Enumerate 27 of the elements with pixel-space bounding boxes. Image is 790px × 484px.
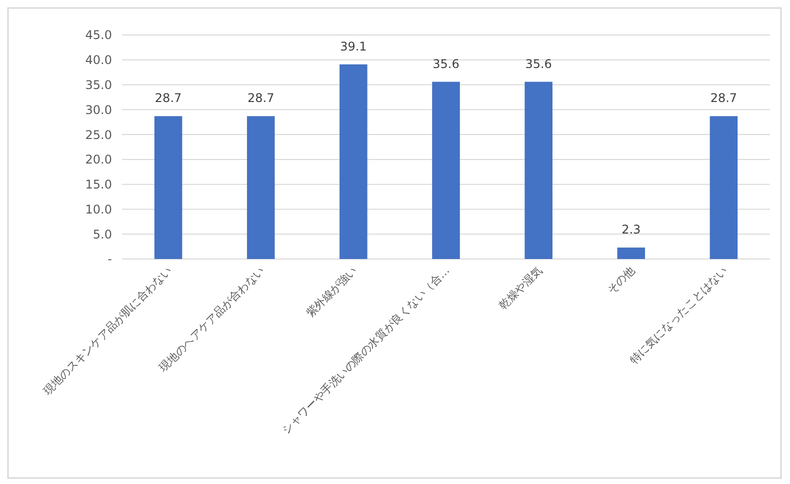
- x-tick-label: その他: [604, 264, 638, 296]
- y-tick-label: -: [108, 252, 112, 266]
- x-tick-label: 紫外線が強い: [304, 264, 360, 320]
- x-tick-label: 乾燥や湿気: [496, 264, 545, 312]
- y-tick-label: 15.0: [85, 178, 112, 192]
- bar: [154, 116, 182, 259]
- data-label: 28.7: [710, 91, 738, 106]
- data-label: 2.3: [622, 222, 641, 237]
- y-tick-label: 40.0: [85, 53, 112, 68]
- y-tick-label: 30.0: [85, 102, 112, 117]
- data-label: 28.7: [248, 91, 274, 106]
- data-label: 35.6: [525, 56, 552, 71]
- data-label: 39.1: [340, 39, 367, 54]
- bar: [340, 64, 368, 259]
- y-tick-label: 25.0: [85, 128, 112, 142]
- bar: [432, 82, 460, 259]
- data-label: 28.7: [154, 91, 182, 106]
- bar: [524, 82, 552, 259]
- data-label: 35.6: [432, 56, 460, 71]
- y-tick-label: 10.0: [85, 202, 112, 216]
- bar: [617, 248, 646, 259]
- y-tick-label: 45.0: [85, 28, 112, 42]
- bar: [710, 116, 738, 259]
- y-tick-label: 35.0: [85, 78, 112, 92]
- y-tick-label: 20.0: [85, 152, 112, 167]
- bar: [246, 116, 275, 259]
- y-tick-label: 5.0: [92, 227, 112, 242]
